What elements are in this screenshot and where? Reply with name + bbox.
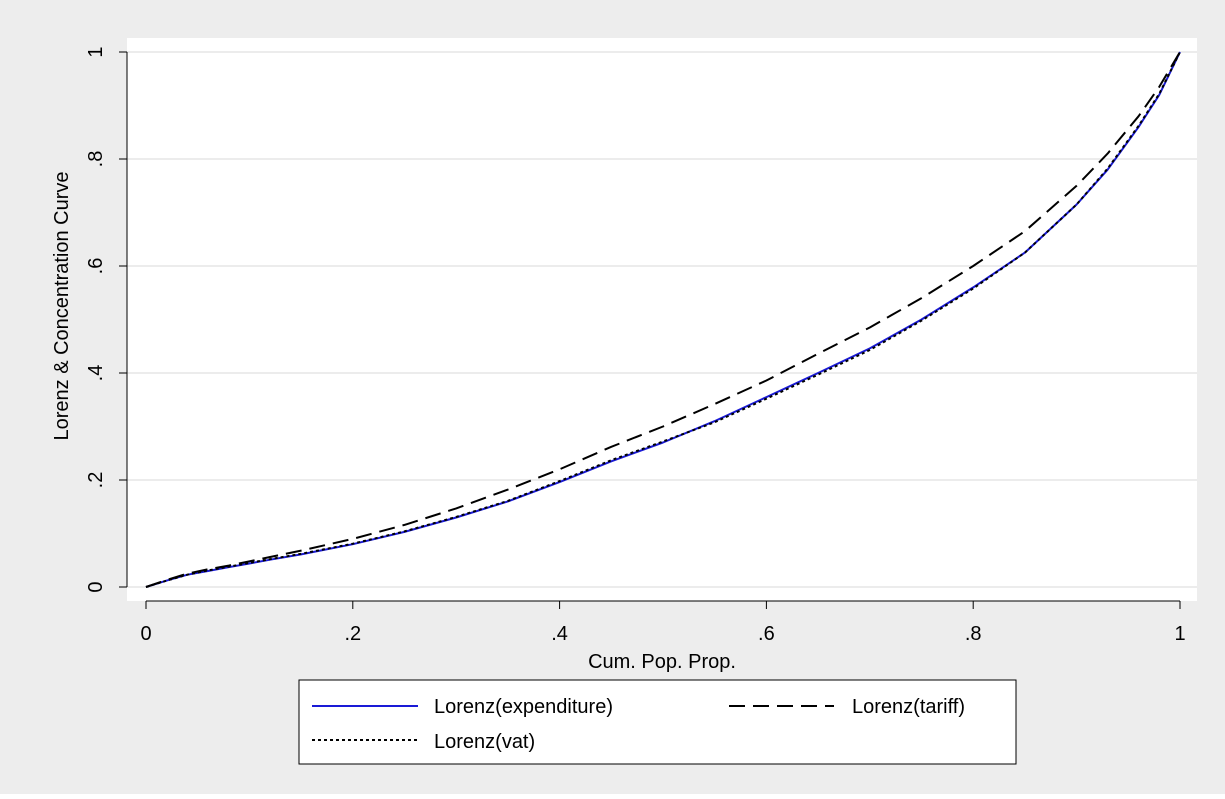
x-axis-label: Cum. Pop. Prop. — [588, 651, 736, 673]
y-tick-label-2: .4 — [85, 365, 107, 382]
x-tick-label-2: .4 — [551, 623, 568, 645]
y-axis-label: Lorenz & Concentration Curve — [51, 171, 73, 440]
series-layer — [145, 51, 1181, 588]
legend-box — [298, 679, 1017, 765]
legend-label-expenditure: Lorenz(expenditure) — [434, 696, 613, 718]
y-tick-label-4: .8 — [85, 151, 107, 168]
grid-layer — [127, 51, 1197, 588]
legend-label-vat: Lorenz(vat) — [434, 731, 535, 753]
y-tick-label-0: 0 — [85, 581, 107, 592]
x-tick-label-1: .2 — [344, 623, 361, 645]
x-tick-label-0: 0 — [140, 623, 151, 645]
legend-label-tariff: Lorenz(tariff) — [852, 696, 965, 718]
x-tick-label-5: 1 — [1174, 623, 1185, 645]
y-tick-label-3: .6 — [85, 258, 107, 275]
x-tick-label-3: .6 — [758, 623, 775, 645]
x-tick-label-4: .8 — [965, 623, 982, 645]
plot-background — [127, 38, 1197, 601]
y-tick-label-1: .2 — [85, 472, 107, 489]
series-line-1 — [145, 51, 1181, 588]
series-line-2 — [145, 51, 1181, 588]
legend: Lorenz(expenditure) Lorenz(tariff) Loren… — [298, 679, 1017, 765]
y-tick-label-5: 1 — [85, 46, 107, 57]
axis-layer: 0 .2 .4 .6 .8 1 0 .2 .4 .6 .8 1 — [85, 46, 1186, 645]
